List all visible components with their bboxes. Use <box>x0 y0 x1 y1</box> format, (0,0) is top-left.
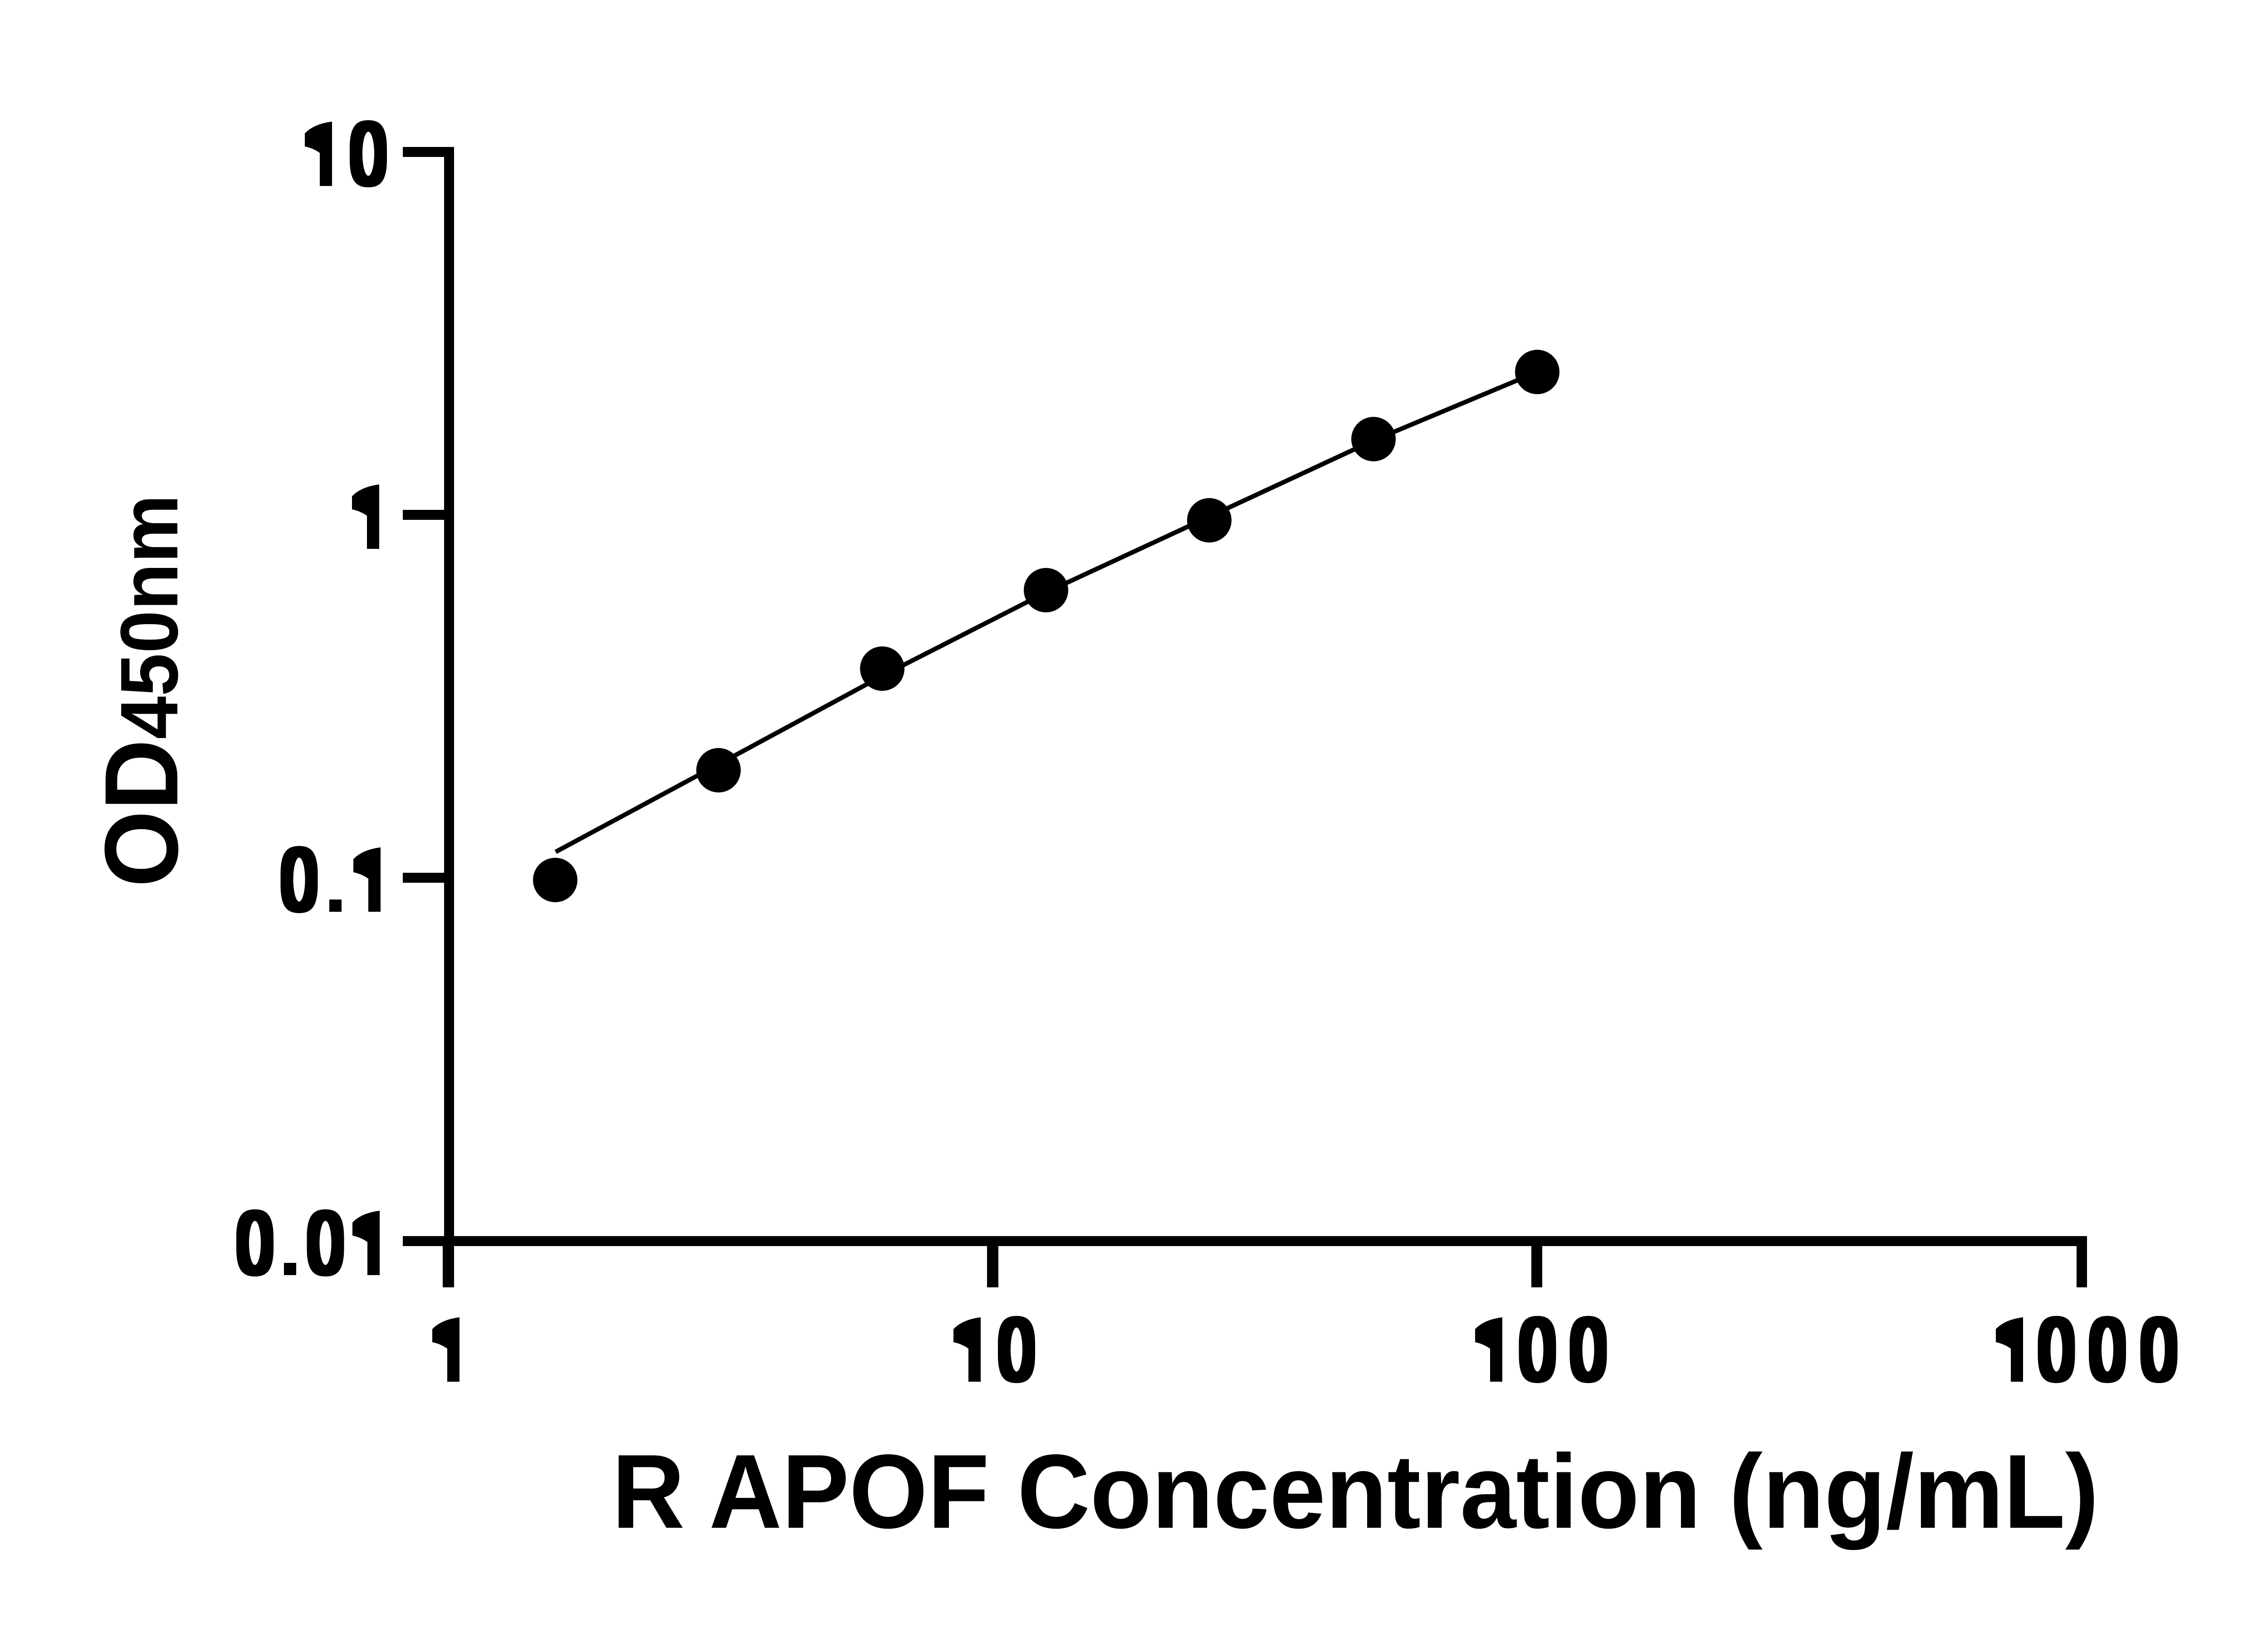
svg-text:R APOF Concentration (ng/mL): R APOF Concentration (ng/mL) <box>612 1433 2099 1550</box>
svg-text:OD450nm: OD450nm <box>83 494 200 887</box>
